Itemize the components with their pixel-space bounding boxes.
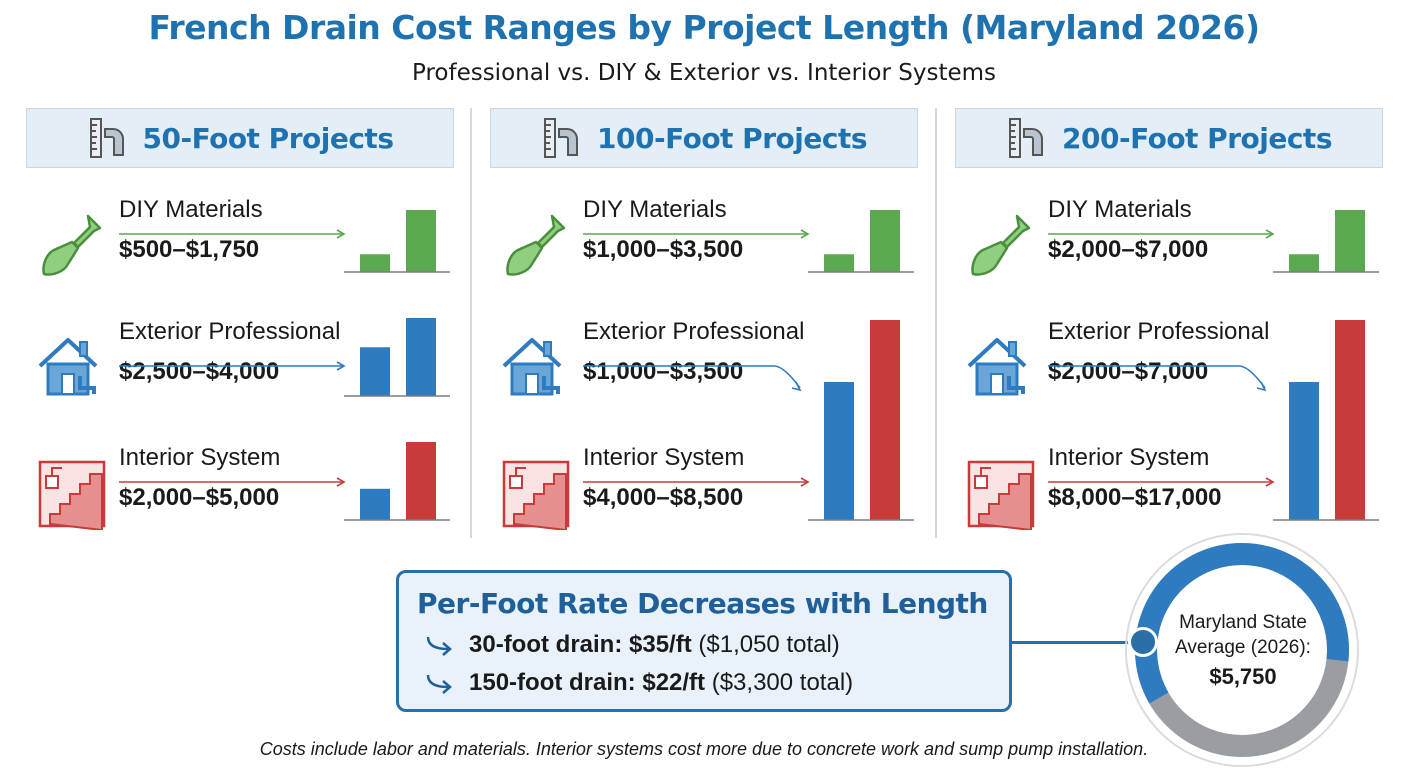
row-value: $500–$1,750 bbox=[119, 236, 260, 263]
page-title: French Drain Cost Ranges by Project Leng… bbox=[148, 8, 1260, 47]
panel-divider bbox=[935, 108, 937, 538]
panel-header-title: 100-Foot Projects bbox=[597, 121, 867, 155]
basement-stairs-icon bbox=[502, 460, 570, 530]
ruler-pipe-icon bbox=[1009, 118, 1044, 158]
row-label: Exterior Professional bbox=[583, 318, 805, 345]
panel-header: 50-Foot Projects bbox=[26, 108, 454, 168]
row-exterior: Exterior Professional $2,000–$7,000 bbox=[955, 318, 1383, 428]
panel-50ft: 50-Foot Projects DIY Materials $500–$1,7… bbox=[26, 108, 454, 540]
shovel-icon bbox=[971, 214, 1031, 276]
row-value: $1,000–$3,500 bbox=[583, 358, 744, 385]
callout-line-bold: 150-foot drain: $22/ft bbox=[469, 669, 706, 696]
callout-line-rest: ($1,050 total) bbox=[698, 631, 840, 658]
row-interior: Interior System $8,000–$17,000 bbox=[955, 444, 1383, 554]
callout-line: 150-foot drain: $22/ft ($3,300 total) bbox=[425, 669, 853, 697]
row-exterior: Exterior Professional $1,000–$3,500 bbox=[490, 318, 918, 428]
row-value: $2,000–$7,000 bbox=[1048, 358, 1209, 385]
connector-dot bbox=[1128, 627, 1158, 657]
row-label: Interior System bbox=[583, 444, 745, 471]
shovel-icon bbox=[506, 214, 566, 276]
state-average-value: $5,750 bbox=[1209, 664, 1277, 689]
callout-line-rest: ($3,300 total) bbox=[711, 669, 854, 696]
panel-header-title: 200-Foot Projects bbox=[1062, 121, 1332, 155]
callout-line: 30-foot drain: $35/ft ($1,050 total) bbox=[425, 631, 840, 659]
curved-arrow-icon bbox=[426, 674, 452, 694]
panel-header-title: 50-Foot Projects bbox=[142, 121, 395, 155]
house-pipe-icon bbox=[967, 338, 1027, 396]
basement-stairs-icon bbox=[967, 460, 1035, 530]
row-value: $2,000–$7,000 bbox=[1048, 236, 1209, 263]
row-label: DIY Materials bbox=[583, 196, 727, 223]
row-diy: DIY Materials $500–$1,750 bbox=[26, 196, 454, 306]
ruler-pipe-icon bbox=[544, 118, 579, 158]
row-interior: Interior System $2,000–$5,000 bbox=[26, 444, 454, 554]
callout-title: Per-Foot Rate Decreases with Length bbox=[417, 587, 988, 620]
page-subtitle: Professional vs. DIY & Exterior vs. Inte… bbox=[411, 60, 997, 86]
panel-header: 100-Foot Projects bbox=[490, 108, 918, 168]
house-pipe-icon bbox=[38, 338, 98, 396]
ruler-pipe-icon bbox=[89, 118, 124, 158]
row-exterior: Exterior Professional $2,500–$4,000 bbox=[26, 318, 454, 428]
panel-200ft: 200-Foot Projects DIY Materials $2,000–$… bbox=[955, 108, 1383, 540]
row-label: Exterior Professional bbox=[1048, 318, 1270, 345]
row-value: $2,000–$5,000 bbox=[119, 484, 280, 511]
row-label: Exterior Professional bbox=[119, 318, 341, 345]
callout-line-bold: 30-foot drain: $35/ft bbox=[469, 631, 692, 658]
shovel-icon bbox=[42, 214, 102, 276]
row-label: DIY Materials bbox=[119, 196, 263, 223]
row-value: $4,000–$8,500 bbox=[583, 484, 744, 511]
row-interior: Interior System $4,000–$8,500 bbox=[490, 444, 918, 554]
row-diy: DIY Materials $1,000–$3,500 bbox=[490, 196, 918, 306]
callout-connector bbox=[1012, 641, 1138, 644]
row-diy: DIY Materials $2,000–$7,000 bbox=[955, 196, 1383, 306]
row-value: $8,000–$17,000 bbox=[1048, 484, 1222, 511]
row-label: DIY Materials bbox=[1048, 196, 1192, 223]
basement-stairs-icon bbox=[38, 460, 106, 530]
row-value: $2,500–$4,000 bbox=[119, 358, 280, 385]
panel-header: 200-Foot Projects bbox=[955, 108, 1383, 168]
panel-100ft: 100-Foot Projects DIY Materials $1,000–$… bbox=[490, 108, 918, 540]
per-foot-callout: Per-Foot Rate Decreases with Length 30-f… bbox=[396, 570, 1012, 712]
row-label: Interior System bbox=[119, 444, 281, 471]
state-average-text: Maryland State Average (2026): $5,750 bbox=[1162, 610, 1324, 690]
row-value: $1,000–$3,500 bbox=[583, 236, 744, 263]
state-average-label: Maryland State Average (2026): bbox=[1175, 612, 1311, 658]
house-pipe-icon bbox=[502, 338, 562, 396]
state-average-donut bbox=[1125, 533, 1359, 767]
panel-divider bbox=[470, 108, 472, 538]
footnote: Costs include labor and materials. Inter… bbox=[259, 739, 1149, 759]
row-label: Interior System bbox=[1048, 444, 1210, 471]
curved-arrow-icon bbox=[426, 636, 452, 656]
